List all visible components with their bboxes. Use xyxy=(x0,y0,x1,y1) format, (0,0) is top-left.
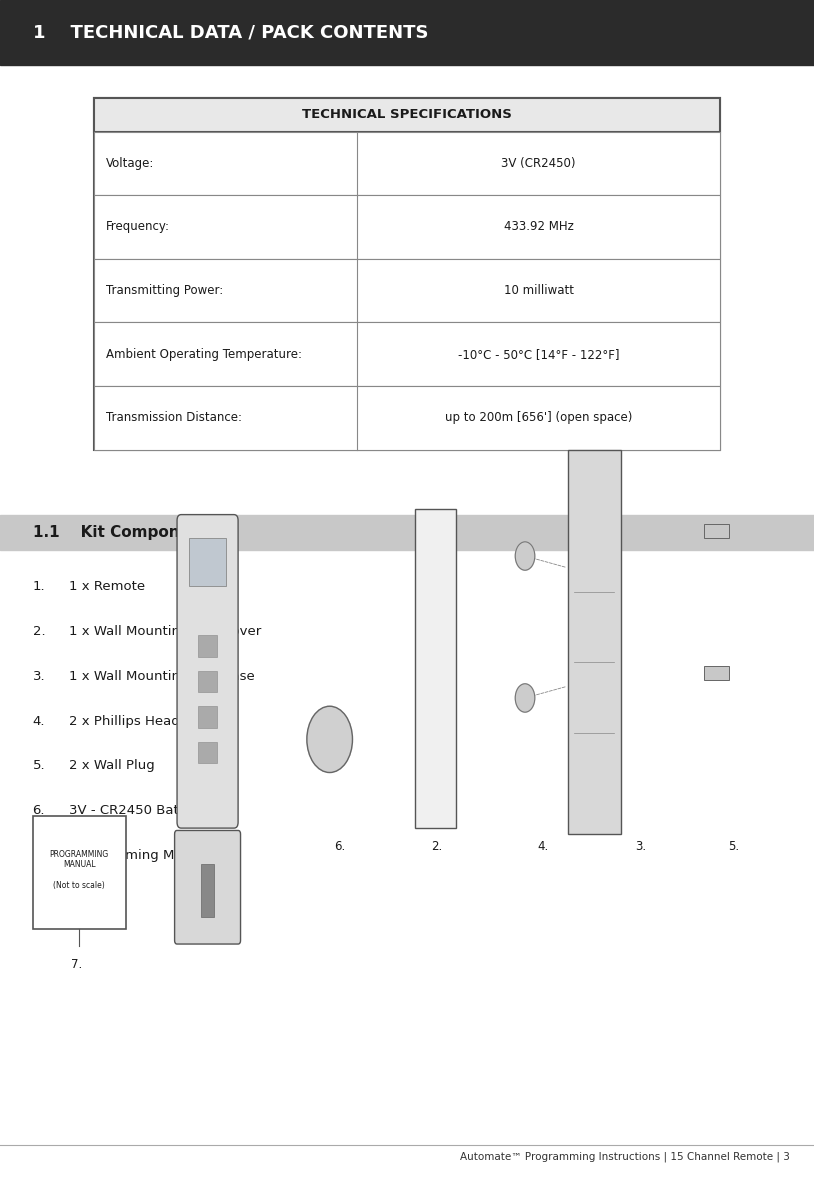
Text: Transmission Distance:: Transmission Distance: xyxy=(106,412,242,425)
Bar xyxy=(198,635,217,657)
Bar xyxy=(704,524,729,538)
Bar xyxy=(94,259,720,322)
Text: Automate™ Programming Instructions | 15 Channel Remote | 3: Automate™ Programming Instructions | 15 … xyxy=(460,1151,790,1162)
Text: 4.: 4. xyxy=(537,840,549,853)
Text: 3V (CR2450): 3V (CR2450) xyxy=(501,157,575,170)
Text: 6.: 6. xyxy=(33,804,45,817)
Bar xyxy=(568,450,620,834)
Text: 2.: 2. xyxy=(33,625,46,638)
Text: 1.: 1. xyxy=(33,580,46,593)
Bar xyxy=(94,98,720,131)
Text: Ambient Operating Temperature:: Ambient Operating Temperature: xyxy=(106,348,302,361)
Text: 1 x Wall Mounting Clip Cover: 1 x Wall Mounting Clip Cover xyxy=(69,625,261,638)
Text: 1.1    Kit Components: 1.1 Kit Components xyxy=(33,525,217,539)
Text: 3V - CR2450 Battery: 3V - CR2450 Battery xyxy=(69,804,206,817)
Text: 1 x Remote: 1 x Remote xyxy=(69,580,146,593)
Text: 2 x Wall Plug: 2 x Wall Plug xyxy=(69,759,155,772)
Bar xyxy=(198,742,217,763)
Bar xyxy=(0,515,814,550)
Text: 2.: 2. xyxy=(431,840,443,853)
Circle shape xyxy=(515,542,535,570)
Text: 3.: 3. xyxy=(33,670,46,683)
Text: Transmitting Power:: Transmitting Power: xyxy=(106,284,223,297)
Text: TECHNICAL SPECIFICATIONS: TECHNICAL SPECIFICATIONS xyxy=(302,109,512,122)
Text: 433.92 MHz: 433.92 MHz xyxy=(504,220,574,233)
Text: 1 x Wall Mounting Clip Case: 1 x Wall Mounting Clip Case xyxy=(69,670,255,683)
Text: up to 200m [656'] (open space): up to 200m [656'] (open space) xyxy=(445,412,632,425)
Bar xyxy=(0,0,814,65)
Bar xyxy=(198,706,217,728)
Bar xyxy=(415,509,456,828)
Bar xyxy=(189,538,226,586)
Text: 1.: 1. xyxy=(179,840,190,853)
Bar xyxy=(94,131,720,195)
Text: 5.: 5. xyxy=(729,840,740,853)
Bar xyxy=(94,386,720,450)
Bar xyxy=(94,195,720,259)
Text: 3.: 3. xyxy=(635,840,646,853)
Text: 4.: 4. xyxy=(33,715,45,728)
Text: Programming Manual: Programming Manual xyxy=(69,849,212,862)
Bar xyxy=(704,666,729,680)
Text: 5.: 5. xyxy=(33,759,46,772)
Bar xyxy=(198,671,217,692)
Text: 7.: 7. xyxy=(72,958,82,971)
Bar xyxy=(94,98,720,450)
Text: Frequency:: Frequency: xyxy=(106,220,170,233)
Bar xyxy=(33,816,126,929)
Text: -10°C - 50°C [14°F - 122°F]: -10°C - 50°C [14°F - 122°F] xyxy=(457,348,619,361)
Text: 2 x Phillips Head Screw: 2 x Phillips Head Screw xyxy=(69,715,225,728)
Circle shape xyxy=(515,684,535,712)
Text: PROGRAMMING
MANUAL

(Not to scale): PROGRAMMING MANUAL (Not to scale) xyxy=(50,851,109,890)
Bar xyxy=(94,322,720,386)
Text: 6.: 6. xyxy=(334,840,345,853)
Text: Voltage:: Voltage: xyxy=(106,157,154,170)
Text: 7.: 7. xyxy=(33,849,46,862)
FancyBboxPatch shape xyxy=(174,830,241,944)
FancyBboxPatch shape xyxy=(177,515,238,828)
Text: 1    TECHNICAL DATA / PACK CONTENTS: 1 TECHNICAL DATA / PACK CONTENTS xyxy=(33,24,428,41)
Circle shape xyxy=(307,706,352,772)
Text: 10 milliwatt: 10 milliwatt xyxy=(504,284,574,297)
Bar xyxy=(201,864,214,917)
